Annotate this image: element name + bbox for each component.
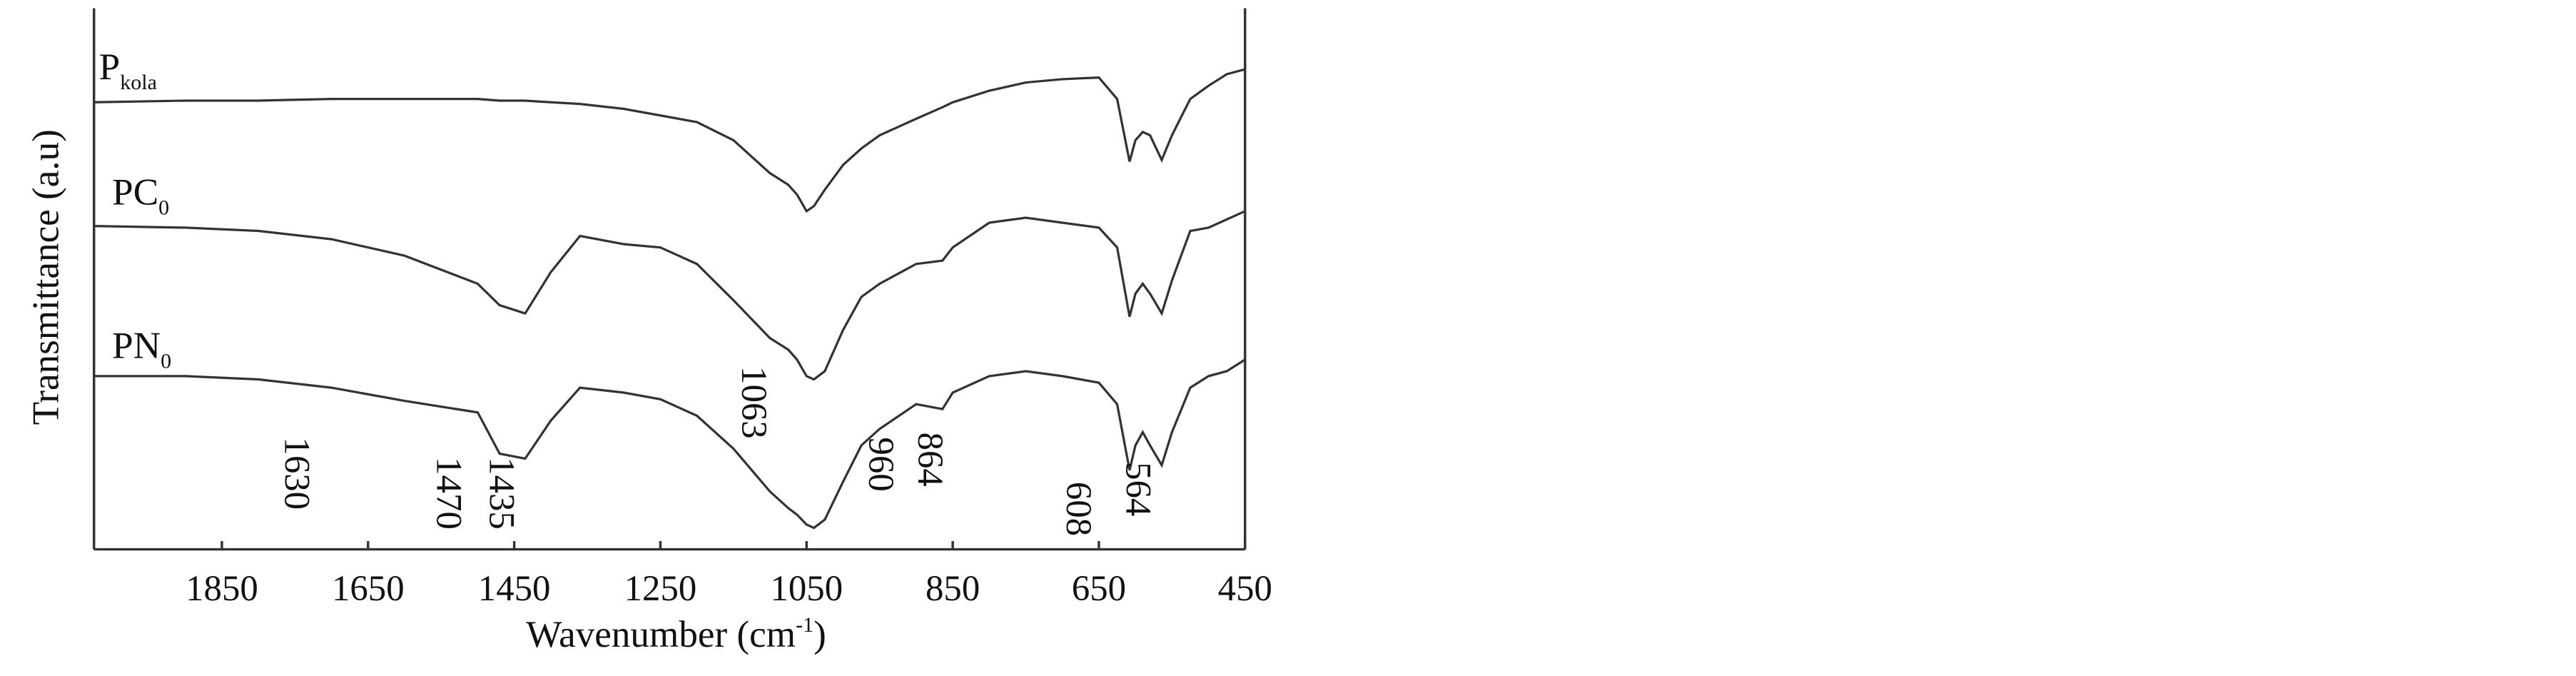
x-tick-label: 1250 (624, 568, 697, 608)
series-label-sub: kola (120, 71, 157, 94)
spectrum-line (93, 68, 1246, 213)
peak-annotation: 564 (1118, 462, 1158, 516)
series-label: PC0 (112, 172, 169, 220)
x-tick-label: 1450 (478, 568, 551, 608)
plot-group: Transmittance (a.u) Wavenumber (cm-1) 18… (26, 8, 1272, 655)
series-label-sub: 0 (158, 196, 169, 219)
series-label: PN0 (112, 325, 171, 373)
x-tick-label: 450 (1218, 568, 1272, 608)
spectrum-line (93, 358, 1246, 530)
x-tick-label: 1650 (332, 568, 405, 608)
x-tick-label: 1850 (186, 568, 258, 608)
series-label: Pkola (99, 46, 157, 94)
peak-annotation: 864 (911, 432, 950, 486)
x-tick-label: 650 (1072, 568, 1126, 608)
series-label-sub: 0 (161, 349, 171, 373)
peak-annotation: 608 (1059, 482, 1099, 536)
x-tick-label: 1050 (770, 568, 843, 608)
spectrum-line (93, 210, 1246, 381)
x-tick-label: 850 (926, 568, 980, 608)
x-axis-label-end: ) (813, 614, 826, 655)
x-axis-label-main: Wavenumber (cm (526, 614, 796, 655)
series-label-name: PN (112, 325, 161, 366)
peak-annotation: 960 (861, 437, 901, 491)
peak-annotation: 1470 (429, 457, 469, 530)
peak-annotation: 1063 (734, 366, 774, 439)
peak-annotation: 1435 (482, 457, 522, 530)
x-axis-label-sup: -1 (796, 613, 813, 637)
y-axis-label: Transmittance (a.u) (26, 129, 67, 425)
series-label-name: P (99, 46, 121, 88)
x-axis-label: Wavenumber (cm-1) (526, 613, 826, 655)
series-label-name: PC (112, 172, 158, 213)
peak-annotation: 1630 (278, 437, 318, 510)
